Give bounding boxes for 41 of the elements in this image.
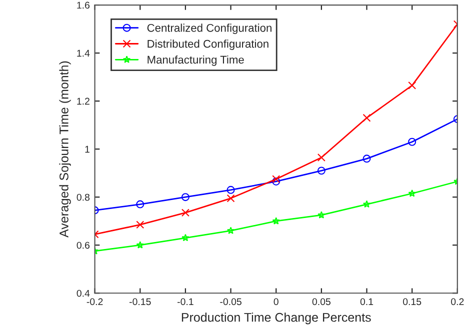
x-tick-label: -0.05 [220, 298, 242, 306]
y-tick-label: 1.2 [77, 98, 90, 105]
point [362, 154, 371, 163]
point [226, 186, 235, 194]
point [226, 226, 235, 234]
x-tick-label: -0.1 [178, 298, 194, 306]
point [226, 194, 235, 202]
point [408, 81, 416, 90]
point [181, 193, 190, 202]
x-tick-label: 0.2 [451, 298, 464, 306]
point [272, 217, 280, 224]
point [408, 190, 416, 197]
y-tick-label: 1.6 [77, 2, 90, 9]
point [317, 153, 326, 162]
y-tick-label: 0.4 [76, 290, 90, 297]
point [318, 211, 326, 218]
y-tick-label: 0.8 [76, 194, 90, 201]
x-tick-label: -0.15 [129, 298, 151, 306]
x-tick-label: -0.2 [86, 298, 103, 306]
point [181, 208, 190, 217]
point [136, 241, 144, 248]
y-axis-title: Averaged Sojourn Time (month) [59, 61, 71, 238]
point [362, 200, 371, 208]
x-tick-label: 0 [274, 298, 278, 306]
y-tick-label: 1.4 [77, 50, 90, 57]
legend-label: Manufacturing Time [148, 55, 244, 66]
point [136, 220, 144, 229]
point [136, 200, 144, 208]
point [317, 166, 326, 175]
point [408, 138, 416, 146]
point [362, 114, 371, 122]
point [182, 234, 190, 242]
x-tick-label: 0.1 [360, 298, 374, 306]
y-tick-label: 0.6 [76, 242, 90, 249]
legend-label: Centralized Configuration [147, 24, 272, 34]
legend-label: Distributed Configuration [148, 40, 268, 50]
x-tick-label: 0.05 [312, 298, 330, 306]
point [272, 175, 280, 184]
x-axis-title: Production Time Change Percents [182, 312, 371, 324]
x-tick-label: 0.15 [403, 298, 422, 306]
y-tick-label: 1 [85, 146, 90, 153]
